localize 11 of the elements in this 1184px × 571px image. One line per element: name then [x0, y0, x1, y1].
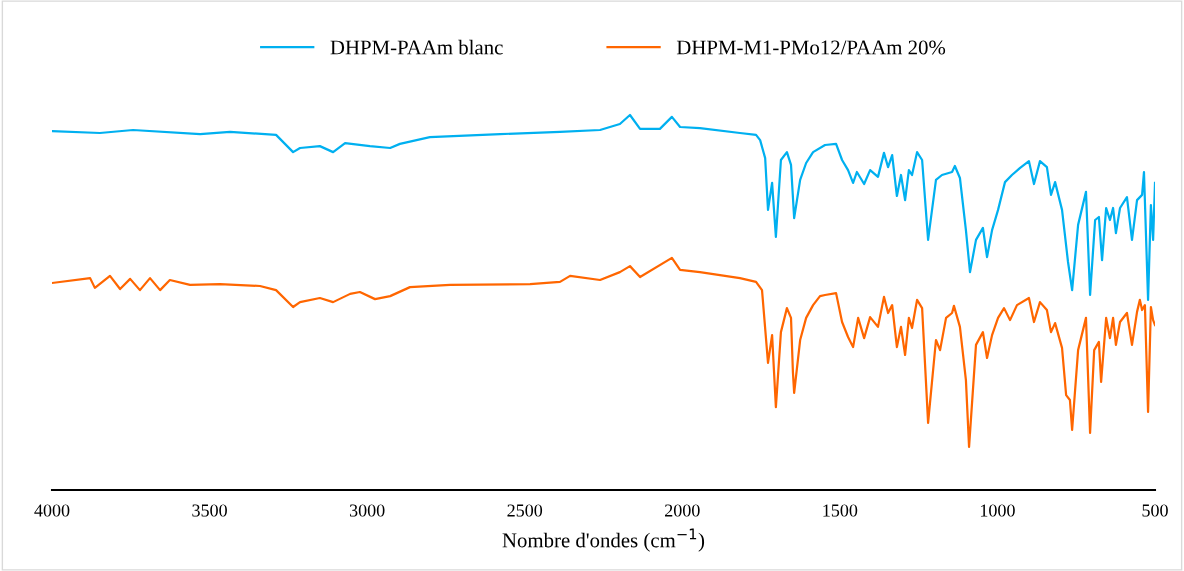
x-tick-label: 2000: [665, 504, 700, 517]
x-axis-title: Nombre d'ondes (cm$^{−1}$): [502, 528, 705, 552]
x-tick-label: 1500: [823, 504, 858, 517]
x-tick-label: 3000: [349, 504, 385, 517]
x-tick-label: 1000: [980, 504, 1015, 517]
x-tick-label: 2500: [507, 504, 543, 517]
legend-label: DHPM-M1-PMo12/PAAm 20%: [676, 40, 946, 55]
x-tick-label: 3500: [192, 504, 227, 517]
legend-label: DHPM-PAAm blanc: [330, 39, 503, 55]
x-tick-label: 500: [1142, 504, 1168, 517]
x-tick-label: 4000: [34, 504, 70, 517]
